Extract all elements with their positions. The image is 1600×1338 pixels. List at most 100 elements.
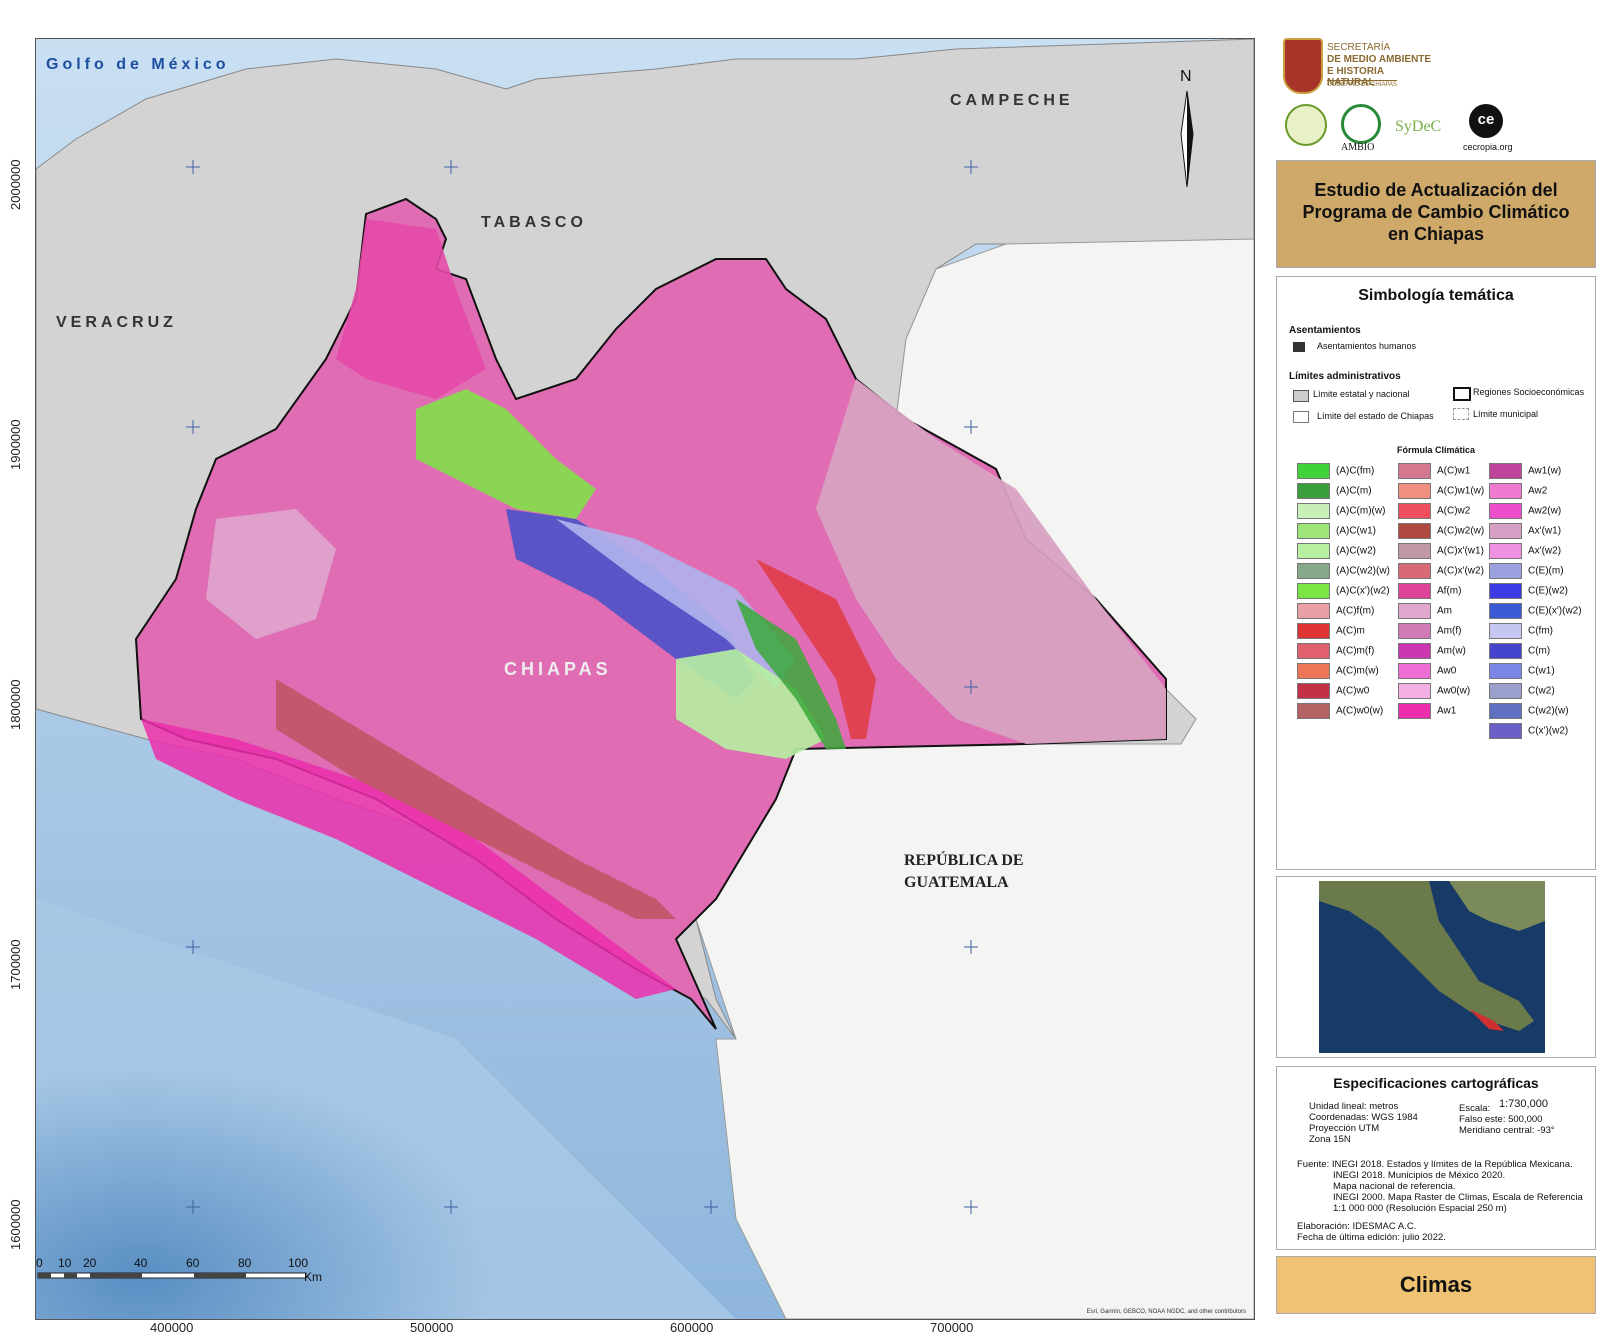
title-line3: en Chiapas <box>1387 224 1485 244</box>
graticule-crosses <box>186 160 978 1214</box>
legend-swatch <box>1297 703 1330 719</box>
title-line2: Programa de Cambio Climático <box>1302 202 1570 222</box>
legend-swatch <box>1398 643 1431 659</box>
idesmac-logo-icon <box>1285 104 1327 146</box>
y-tick-1600000: 1600000 <box>8 1199 23 1250</box>
legend-item: Am(w) <box>1398 643 1466 659</box>
legend-label: C(w1) <box>1528 665 1555 677</box>
secretaria-line2: DE MEDIO AMBIENTE <box>1327 54 1432 65</box>
zone-central-lavender <box>556 519 796 689</box>
spec-coordenadas: Coordenadas: WGS 1984 <box>1309 1112 1418 1123</box>
legend-item: C(E)(w2) <box>1489 583 1568 599</box>
zone-north-pink <box>336 219 486 399</box>
legend-swatch <box>1489 583 1522 599</box>
legend-label: (A)C(w2) <box>1336 545 1376 557</box>
legend-label: C(m) <box>1528 645 1551 657</box>
zone-central-blue <box>506 509 756 699</box>
legend-label: Ax'(w2) <box>1528 545 1562 557</box>
legend-item: A(C)w0(w) <box>1297 703 1383 719</box>
scale-tick-20: 20 <box>83 1256 97 1270</box>
sydec-label: SyDeC <box>1395 118 1442 135</box>
partner-logos: AMBIO SyDeC ce cecropia.org <box>1283 104 1523 154</box>
legend-swatch <box>1489 683 1522 699</box>
legend-swatch <box>1398 483 1431 499</box>
legend-item: C(w1) <box>1489 663 1555 679</box>
spec-unidad: Unidad lineal: metros <box>1309 1101 1399 1112</box>
asentamientos-item: Asentamientos humanos <box>1317 341 1417 351</box>
legend-item: (A)C(w1) <box>1297 523 1376 539</box>
label-guatemala-line2: GUATEMALA <box>904 874 1009 891</box>
legend-item: A(C)w2 <box>1398 503 1470 519</box>
legend-swatch <box>1398 463 1431 479</box>
legend-item: A(C)m(f) <box>1297 643 1374 659</box>
legend-swatch <box>1489 543 1522 559</box>
legend-label: A(C)x'(w2) <box>1437 565 1484 577</box>
y-tick-1900000: 1900000 <box>8 419 23 470</box>
legend-item: Ax'(w2) <box>1489 543 1561 559</box>
locator-map <box>1319 881 1545 1053</box>
legend-item: (A)C(x')(w2) <box>1297 583 1390 599</box>
legend-swatch <box>1297 663 1330 679</box>
legend-swatch <box>1489 563 1522 579</box>
scale-tick-80: 80 <box>238 1256 252 1270</box>
spec-falso-este: Falso este: 500,000 <box>1459 1114 1543 1125</box>
secretaria-line1: SECRETARÍA <box>1327 42 1391 53</box>
municipal-boundary-icon <box>1453 408 1469 420</box>
legend-swatch <box>1489 523 1522 539</box>
legend-item: (A)C(m) <box>1297 483 1372 499</box>
legend-swatch <box>1489 463 1522 479</box>
specs-title: Especificaciones cartográficas <box>1333 1075 1539 1091</box>
title-line1: Estudio de Actualización del <box>1314 180 1558 200</box>
region-boundary-icon <box>1453 387 1471 401</box>
legend-label: Aw1 <box>1437 705 1457 717</box>
north-arrow: N <box>1180 68 1194 188</box>
legend-label: Aw0 <box>1437 665 1457 677</box>
x-tick-600000: 600000 <box>670 1320 714 1335</box>
limite-estatal-label: Límite estatal y nacional <box>1313 389 1410 399</box>
spec-zona: Zona 15N <box>1309 1134 1351 1145</box>
legend-label: C(w2)(w) <box>1528 705 1569 717</box>
label-gulf: Golfo de México <box>46 56 230 73</box>
legend-item: Aw0(w) <box>1398 683 1470 699</box>
legend-item: A(C)w1(w) <box>1398 483 1484 499</box>
legend-label: Aw0(w) <box>1437 685 1471 697</box>
legend-label: A(C)w2(w) <box>1437 525 1485 537</box>
legend-item: A(C)x'(w2) <box>1398 563 1484 579</box>
asentamientos-heading: Asentamientos <box>1289 325 1361 336</box>
zone-red-band <box>756 559 876 739</box>
settlement-icon <box>1293 342 1305 352</box>
chiapas-boundary-icon <box>1293 411 1309 423</box>
scale-tick-60: 60 <box>186 1256 200 1270</box>
legend-swatch <box>1297 483 1330 499</box>
x-tick-700000: 700000 <box>930 1320 974 1335</box>
y-tick-1800000: 1800000 <box>8 679 23 730</box>
legend-item: A(C)x'(w1) <box>1398 543 1484 559</box>
legend-swatch <box>1297 563 1330 579</box>
x-tick-400000: 400000 <box>150 1320 194 1335</box>
map-canvas[interactable]: Golfo de México CAMPECHE TABASCO VERACRU… <box>36 39 1254 1319</box>
label-chiapas: CHIAPAS <box>504 659 612 679</box>
spec-fecha: Fecha de última edición: julio 2022. <box>1297 1232 1446 1243</box>
formula-heading: Fórmula Climática <box>1396 445 1476 455</box>
legend-label: Aw2(w) <box>1528 505 1562 517</box>
legend-swatch <box>1297 583 1330 599</box>
shield-icon <box>1283 38 1323 94</box>
legend-swatch <box>1489 623 1522 639</box>
legend-swatch <box>1398 523 1431 539</box>
zone-green-strip <box>736 599 846 749</box>
legend-swatch <box>1398 703 1431 719</box>
limite-municipal-label: Límite municipal <box>1473 409 1539 419</box>
map-title-box: Climas <box>1276 1256 1596 1314</box>
map-frame[interactable]: Golfo de México CAMPECHE TABASCO VERACRU… <box>35 38 1255 1320</box>
legend-item: (A)C(w2)(w) <box>1297 563 1390 579</box>
legend-swatch <box>1398 663 1431 679</box>
scale-bar: 0 10 20 40 60 80 100 Km <box>36 1256 322 1284</box>
map-title: Climas <box>1399 1272 1473 1297</box>
y-tick-1700000: 1700000 <box>8 939 23 990</box>
cecropia-label: cecropia.org <box>1463 142 1513 152</box>
label-veracruz: VERACRUZ <box>56 314 177 331</box>
legend-label: Am <box>1437 605 1452 617</box>
spec-escala-label: Escala: <box>1459 1103 1491 1114</box>
locator-panel <box>1276 876 1596 1058</box>
zone-west-lightpink <box>206 509 336 639</box>
